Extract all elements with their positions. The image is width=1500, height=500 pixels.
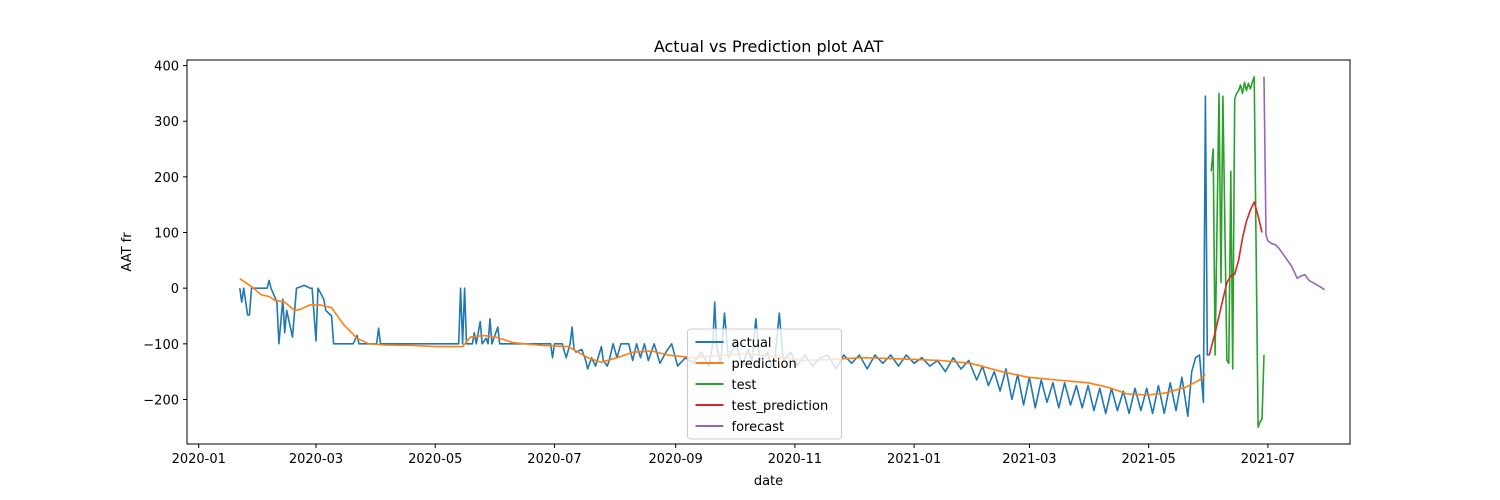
- series-line-prediction: [239, 278, 1206, 396]
- legend-label-test-prediction: test_prediction: [732, 399, 829, 414]
- series-line-test-prediction: [1208, 201, 1263, 356]
- y-tick-label: −100: [143, 338, 179, 353]
- legend-label-forecast: forecast: [732, 420, 785, 435]
- x-axis-title: date: [754, 474, 783, 489]
- y-axis-title: AAT fr: [120, 232, 135, 272]
- x-tick-label: 2021-01: [887, 452, 941, 467]
- y-tick-label: −200: [143, 393, 179, 408]
- y-tick-label: 300: [154, 115, 179, 130]
- x-tick-label: 2021-07: [1241, 452, 1295, 467]
- x-tick-label: 2020-11: [768, 452, 822, 467]
- y-axis: −200 −100 0 100 200 300 400: [143, 60, 187, 408]
- legend-label-test: test: [732, 378, 757, 393]
- y-tick-label: 400: [154, 60, 179, 75]
- y-tick-label: 0: [171, 282, 179, 297]
- legend-label-actual: actual: [732, 336, 772, 351]
- x-tick-label: 2021-03: [1002, 452, 1056, 467]
- x-tick-label: 2020-03: [289, 452, 343, 467]
- x-tick-label: 2020-05: [408, 452, 462, 467]
- x-tick-label: 2020-07: [527, 452, 581, 467]
- x-tick-label: 2021-05: [1122, 452, 1176, 467]
- x-axis: 2020-01 2020-03 2020-05 2020-07 2020-09 2020-…: [172, 444, 1295, 467]
- x-tick-label: 2020-09: [648, 452, 702, 467]
- series-line-test: [1210, 75, 1265, 429]
- legend-label-prediction: prediction: [732, 357, 797, 372]
- series-line-forecast: [1263, 76, 1326, 291]
- chart-title: Actual vs Prediction plot AAT: [654, 37, 884, 56]
- plot-area-frame: [186, 59, 1351, 445]
- y-tick-label: 100: [154, 227, 179, 242]
- x-tick-label: 2020-01: [172, 452, 226, 467]
- y-tick-label: 200: [154, 171, 179, 186]
- legend: actual prediction test test_predictionforec…: [687, 328, 842, 440]
- legend-box: [687, 328, 842, 440]
